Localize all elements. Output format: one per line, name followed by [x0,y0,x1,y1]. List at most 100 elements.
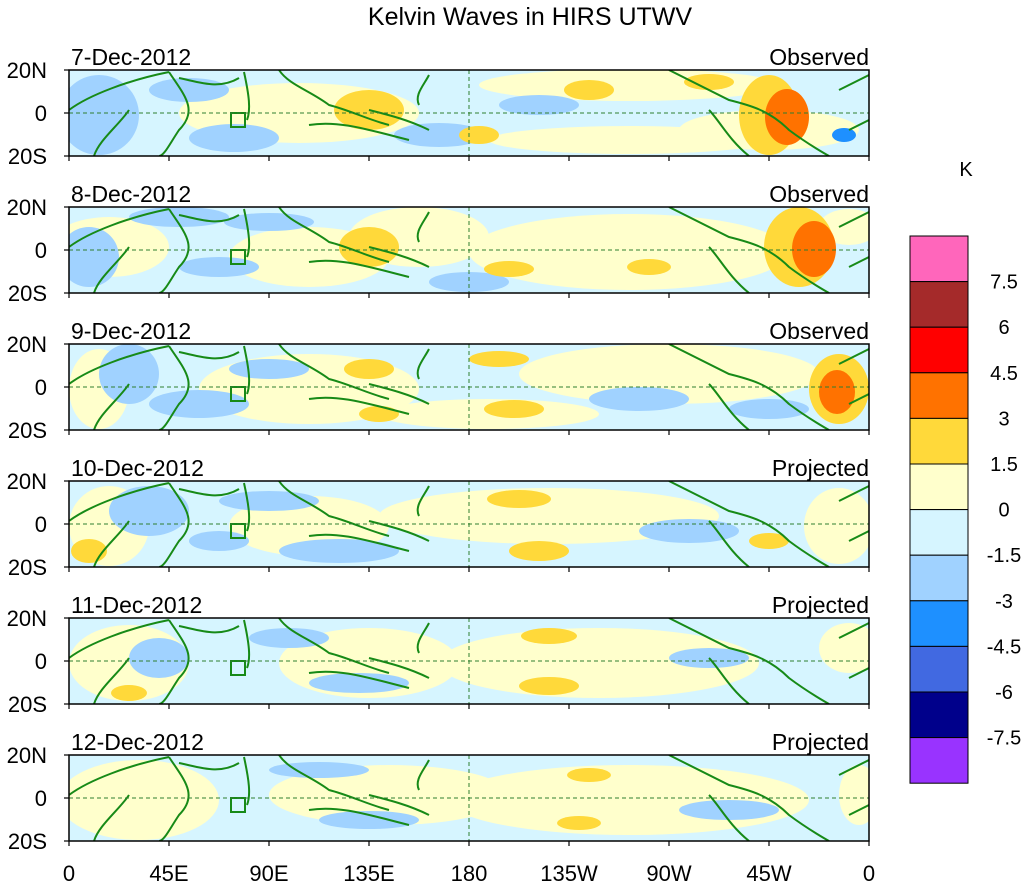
coastline [93,794,130,841]
lat-label: 20S [8,555,47,580]
coastline [416,348,430,380]
lat-label: 20N [7,195,47,220]
lat-label: 0 [35,101,47,126]
colorbar-swatch [909,463,969,511]
panel-status: Projected [772,729,869,755]
lon-label: 90E [249,861,288,886]
coastline [708,246,750,293]
figure-title: Kelvin Waves in HIRS UTWV [368,3,692,31]
field-contour-blob [269,765,509,825]
colorbar-swatch [909,281,969,328]
field-contour-blob [459,126,499,144]
coastline [368,383,430,405]
field-contour-blob [69,760,219,840]
field-contour-blob [749,533,789,549]
coastline [178,351,240,360]
coastline [243,71,251,121]
field-contour-blob [469,214,789,290]
coastline [243,756,251,806]
lat-label: 0 [35,512,47,537]
field-contour-blob [487,490,551,508]
coastline [278,618,390,674]
lat-label: 20S [8,829,47,854]
coastline [69,345,190,430]
map-panel-1: 7-Dec-2012 Observed 20N 0 20S [7,44,870,169]
coastline [368,246,430,268]
coastline [668,70,830,156]
colorbar-label: 3 [998,408,1009,430]
colorbar-swatch [909,691,969,739]
field-contour-blob [589,387,689,411]
colorbar-swatch [909,554,969,602]
colorbar-swatch [909,235,969,283]
colorbar-swatch [909,509,969,556]
lat-label: 20S [8,144,47,169]
coastline [308,396,410,415]
colorbar-label: 7.5 [990,272,1018,294]
lat-label: 20S [8,281,47,306]
coastline [178,77,240,86]
field-contour-blob [519,344,819,404]
lon-label: 0 [863,861,875,886]
colorbar-label: 4.5 [990,363,1018,385]
panel-status: Observed [769,181,869,207]
field-contour-blob [189,531,249,551]
field-contour-blob [249,628,329,648]
colorbar-unit: K [959,159,973,181]
coastline [368,109,430,131]
map-panel-2: 8-Dec-2012 Observed 20N 0 20S [7,181,870,306]
colorbar-swatch [909,737,969,784]
panel-status: Projected [772,592,869,618]
coastline [308,122,410,141]
colorbar-label: 6 [998,317,1009,339]
field-contour-blob [129,638,189,678]
coastline [69,208,190,293]
field-contour-blob [499,95,579,115]
panel-status: Projected [772,455,869,481]
field-contour-blob [449,765,809,835]
coastline [93,109,130,156]
panel-date: 12-Dec-2012 [71,729,204,755]
panel-status: Observed [769,44,869,70]
field-contour-blob [564,80,614,100]
lon-label: 90W [646,861,691,886]
coastline [278,70,390,126]
coastline [668,618,830,704]
field-contour-blob [832,128,856,142]
colorbar-swatch [909,417,969,465]
colorbar-swatch [909,372,969,419]
field-contour-blob [69,75,139,155]
lat-label: 20N [7,606,47,631]
anomaly-field [68,206,870,294]
lat-label: 20S [8,418,47,443]
coastline [278,755,390,811]
coastline [243,482,251,532]
lat-label: 0 [35,649,47,674]
lat-label: 0 [35,375,47,400]
colorbar-swatch [909,600,969,647]
coastline [708,520,750,567]
lon-label: 0 [63,861,75,886]
coastline [278,481,390,537]
coastline [708,794,750,841]
field-contour-blob [189,124,279,152]
coastline [178,625,240,634]
lat-label: 20N [7,743,47,768]
coastline [93,520,130,567]
field-contour-blob [359,406,399,422]
field-contour-blob [179,257,259,277]
coastline [668,344,830,430]
anomaly-field [68,69,870,157]
field-contour-blob [379,488,719,544]
coastline [243,208,251,258]
panel-date: 8-Dec-2012 [71,181,191,207]
coastline [368,520,430,542]
field-contour-blob [792,221,836,277]
coastline [178,762,240,771]
coastline [243,345,251,395]
coastline [93,383,130,430]
coastline [278,207,390,263]
coastline [368,657,430,679]
coastline [178,214,240,223]
